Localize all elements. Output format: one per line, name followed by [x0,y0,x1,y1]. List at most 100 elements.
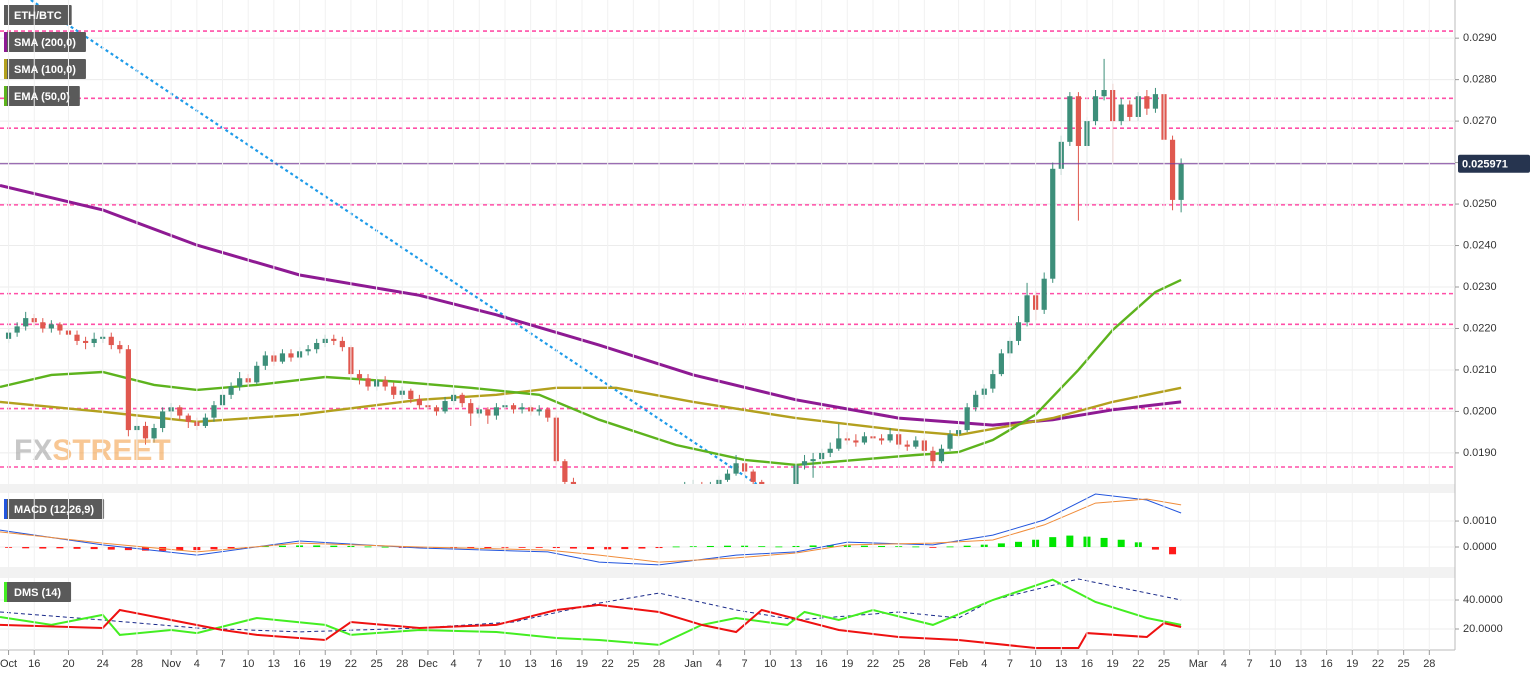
y-tick-label: 0.0270 [1463,115,1497,127]
last-price-label: 0.025971 [1462,159,1508,171]
y-tick-label: 40.0000 [1463,594,1503,606]
x-tick-label: 28 [396,658,408,670]
y-tick-label: 0.0010 [1463,515,1497,527]
watermark-text: FX [14,434,52,467]
candle-body [904,444,910,447]
candle-body [733,463,739,474]
y-tick-label: 20.0000 [1463,623,1503,635]
candle-body [1024,295,1030,323]
x-tick-label: 22 [602,658,614,670]
histogram-bar [518,547,526,548]
x-tick-label: 20 [62,658,74,670]
candle-body [177,407,183,416]
x-tick-label: 28 [1423,658,1435,670]
histogram-bar [1049,537,1057,548]
x-tick-label: 16 [1320,658,1332,670]
candle-body [1067,96,1073,142]
candle-body [1118,104,1124,122]
candle-body [433,407,440,412]
candle-body [861,436,868,443]
candle-body [887,434,893,441]
histogram-bar [176,547,184,551]
histogram-bar [569,547,577,549]
x-axis-area [0,650,1455,679]
y-tick-label: 0.0280 [1463,74,1497,86]
histogram-bar [706,545,714,548]
candle-body [1101,89,1107,97]
y-tick-label: 0.0250 [1463,198,1497,210]
candle-body [237,378,243,387]
candle-body [519,407,525,410]
x-tick-label: 4 [716,658,722,670]
histogram-bar [638,547,646,549]
histogram-bar [261,546,269,548]
y-tick-label: 0.0230 [1463,281,1497,293]
histogram-bar [313,545,321,548]
x-tick-label: 25 [893,658,905,670]
candle-body [570,481,577,484]
candle-body [279,353,286,362]
x-tick-label: 22 [867,658,879,670]
histogram-bar [775,546,783,548]
histogram-bar [997,543,1005,548]
candle-body [1127,104,1133,117]
y-tick-label: 0.0210 [1463,364,1497,376]
badge-background [4,5,72,25]
last-price-tag [1458,154,1530,173]
candle-body [836,438,842,449]
candle-body [990,374,996,389]
legend-badge: SMA (100,0) [4,59,86,79]
histogram-bar [73,547,81,549]
x-tick-label: Mar [1189,658,1208,670]
histogram-bar [724,545,731,548]
x-tick-label: 10 [764,658,776,670]
candle-body [724,473,731,480]
x-tick-label: 4 [194,658,200,670]
histogram-bar [1117,539,1125,548]
histogram-bar [1015,541,1022,548]
badge-swatch [4,59,7,79]
candle-body [228,386,234,395]
candle-body [1178,163,1184,200]
candle-body [382,380,388,387]
histogram-bar [587,547,595,550]
y-tick-label: 0.0200 [1463,405,1497,417]
candle-body [185,415,191,422]
legend-label: DMS (14) [14,587,61,599]
x-tick-label: 13 [790,658,802,670]
histogram-bar [929,547,937,548]
candle-body [142,425,149,439]
candle-body [1144,96,1150,109]
badge-swatch [4,582,7,602]
x-tick-label: 19 [841,658,853,670]
x-tick-label: 13 [268,658,280,670]
candle-body [416,398,422,406]
candle-body [827,448,833,453]
candle-body [14,326,20,333]
histogram-bar [946,546,954,548]
candle-body [964,407,970,431]
badge-background [4,86,80,106]
candle-body [74,334,80,341]
legend-label: ETH/BTC [14,10,62,22]
candle-body [82,340,89,343]
x-tick-label: 24 [97,658,109,670]
legend-label: MACD (12,26,9) [14,504,94,516]
candle-body [810,459,816,462]
histogram-bar [912,546,920,548]
candle-body [391,386,397,395]
histogram-bar [107,547,115,550]
badge-background [4,499,105,519]
histogram-bar [484,547,492,549]
candle-body [938,448,945,462]
candle-body [339,340,345,348]
histogram-bar [963,545,971,548]
candle-body [40,322,46,329]
x-tick-label: 10 [1269,658,1281,670]
badge-swatch [4,499,7,519]
candle-body [117,345,123,350]
candle-body [1092,96,1099,122]
candle-body [202,417,209,426]
histogram-bar [1066,535,1074,548]
candle-body [459,394,465,404]
